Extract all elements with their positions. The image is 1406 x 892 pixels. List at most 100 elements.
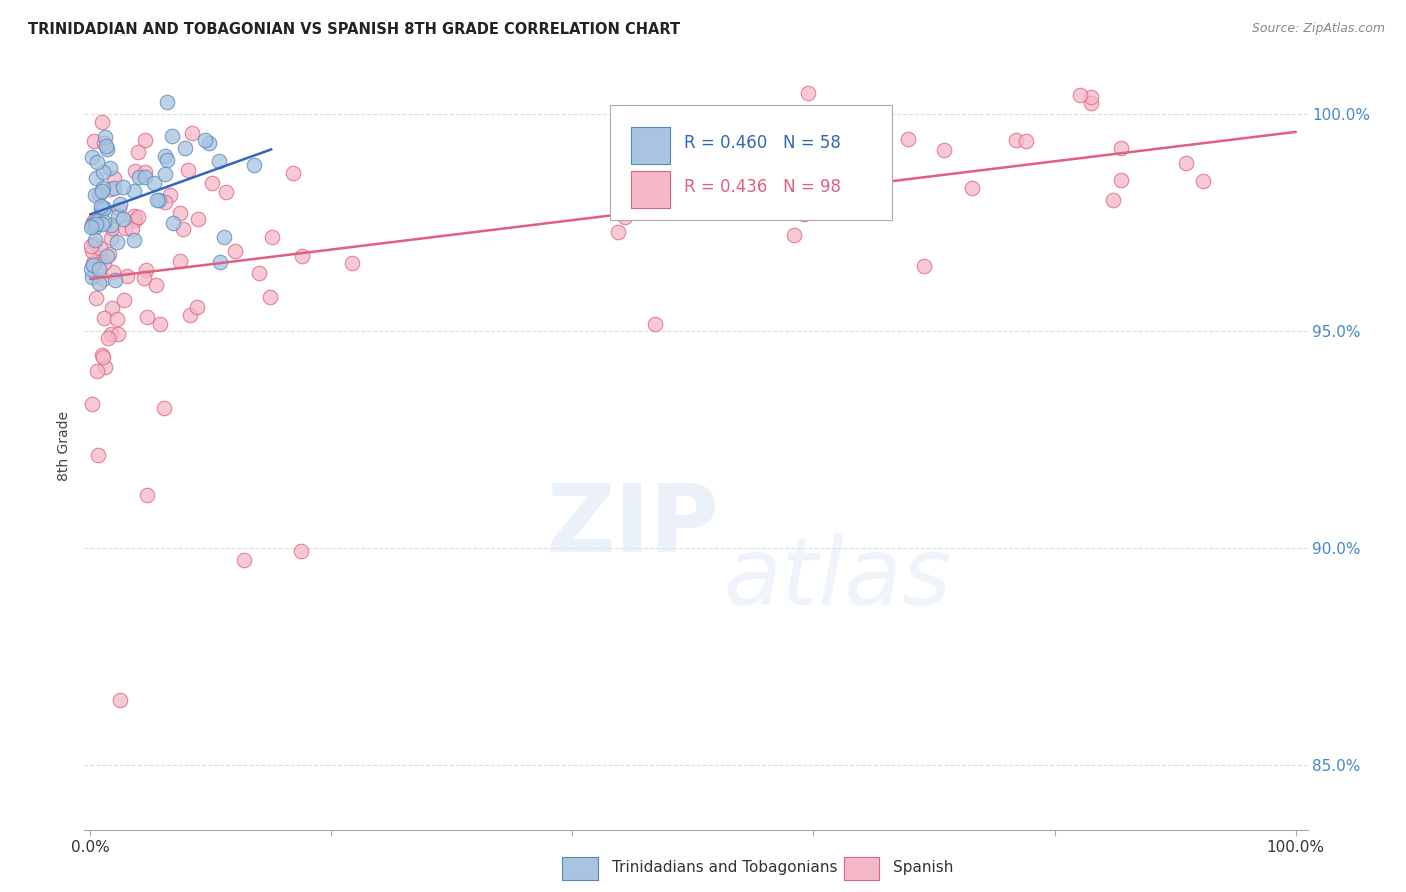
Point: [111, 179, 134, 194]
Point: [115, 268, 138, 283]
Point: [103, 171, 125, 186]
Point: [134, 271, 156, 285]
Text: Spanish: Spanish: [893, 860, 953, 874]
Point: [93, 136, 115, 150]
Point: [93, 256, 115, 270]
Point: [153, 149, 176, 163]
Point: [84, 218, 107, 232]
Point: [84, 213, 107, 227]
Point: [128, 169, 150, 184]
Point: [94, 138, 117, 153]
Point: [80, 218, 103, 232]
Point: [94, 130, 117, 145]
Point: [122, 209, 145, 223]
Point: [91, 181, 114, 195]
Point: [155, 167, 177, 181]
Point: [148, 194, 170, 208]
Point: [83, 237, 105, 252]
Point: [94, 359, 117, 374]
Point: [82, 259, 104, 273]
Point: [101, 301, 124, 315]
Point: [1175, 155, 1198, 169]
Point: [80, 239, 103, 253]
Point: [96, 142, 118, 156]
Point: [89, 241, 111, 255]
Point: [146, 194, 169, 208]
Point: [782, 228, 804, 243]
Point: [98, 182, 121, 196]
Point: [644, 317, 666, 331]
Point: [84, 220, 107, 235]
Point: [796, 86, 818, 100]
Point: [96, 249, 118, 263]
Point: [83, 187, 105, 202]
Point: [82, 215, 104, 229]
Point: [159, 187, 181, 202]
Point: [1080, 90, 1102, 104]
Point: [101, 265, 124, 279]
Bar: [631, 171, 671, 208]
Point: [290, 544, 312, 558]
Point: [932, 143, 955, 157]
Point: [1015, 134, 1038, 148]
Point: [107, 202, 129, 216]
Point: [100, 230, 122, 244]
Point: [86, 364, 108, 378]
Text: atlas: atlas: [724, 533, 952, 624]
Point: [124, 212, 146, 227]
Point: [172, 221, 194, 235]
Point: [103, 181, 125, 195]
Point: [91, 202, 114, 216]
Point: [233, 553, 256, 567]
Point: [162, 216, 184, 230]
Point: [149, 317, 172, 331]
Point: [107, 209, 129, 223]
Point: [91, 184, 114, 198]
Point: [249, 266, 271, 280]
Point: [243, 158, 266, 172]
Point: [136, 310, 159, 324]
Point: [108, 692, 131, 706]
Point: [83, 233, 105, 247]
Point: [1192, 174, 1215, 188]
Text: ZIP: ZIP: [547, 480, 718, 572]
Point: [260, 230, 283, 244]
Point: [134, 169, 156, 184]
Point: [1102, 194, 1125, 208]
Point: [1109, 172, 1132, 186]
Point: [108, 197, 131, 211]
Y-axis label: 8th Grade: 8th Grade: [58, 411, 72, 481]
Point: [90, 115, 112, 129]
Point: [127, 211, 149, 225]
Point: [93, 310, 115, 325]
Point: [101, 221, 124, 235]
Point: [90, 217, 112, 231]
Point: [181, 126, 204, 140]
Point: [1080, 96, 1102, 111]
Point: [134, 165, 156, 179]
Point: [1004, 133, 1026, 147]
Point: [209, 254, 232, 268]
Point: [127, 145, 149, 159]
Text: Trinidadians and Tobagonians: Trinidadians and Tobagonians: [612, 860, 837, 874]
Point: [87, 261, 110, 276]
Point: [290, 249, 312, 263]
Point: [91, 165, 114, 179]
Point: [91, 351, 114, 365]
Point: [174, 141, 197, 155]
Point: [114, 293, 136, 307]
Point: [84, 291, 107, 305]
Point: [124, 164, 146, 178]
Point: [614, 210, 637, 224]
Point: [156, 153, 179, 167]
Point: [105, 312, 128, 326]
Point: [200, 177, 222, 191]
Point: [107, 327, 129, 342]
Point: [87, 186, 110, 201]
Point: [80, 220, 103, 235]
Text: TRINIDADIAN AND TOBAGONIAN VS SPANISH 8TH GRADE CORRELATION CHART: TRINIDADIAN AND TOBAGONIAN VS SPANISH 8T…: [28, 22, 681, 37]
Point: [865, 152, 887, 166]
FancyBboxPatch shape: [610, 104, 891, 219]
Point: [187, 211, 209, 226]
Point: [606, 225, 628, 239]
